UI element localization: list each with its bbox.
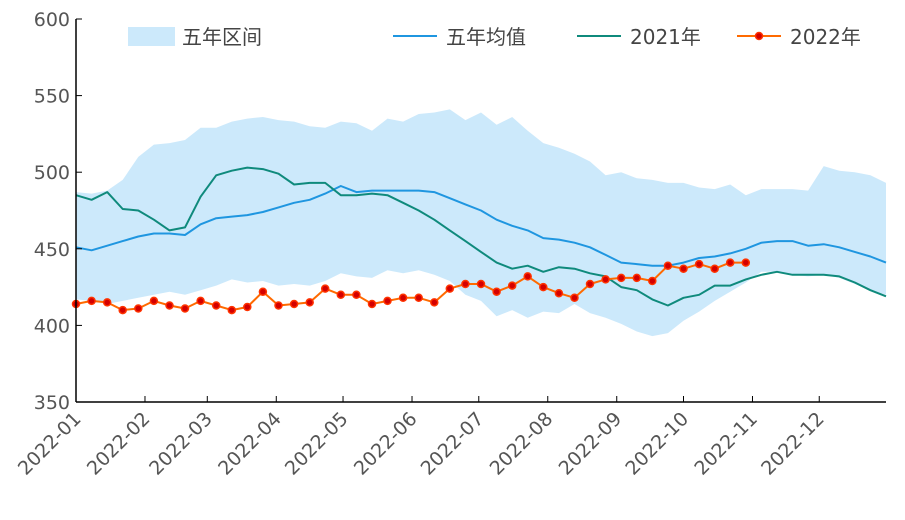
y-tick-label: 600 xyxy=(34,9,70,31)
series-2022-point xyxy=(430,298,439,307)
legend-avg-label: 五年均值 xyxy=(446,25,526,49)
series-2022-point xyxy=(679,264,688,273)
series-2022-point xyxy=(461,279,470,289)
series-2022-point xyxy=(367,299,377,309)
series-2022-point xyxy=(663,261,673,270)
series-2022-point xyxy=(320,284,330,293)
series-2022-point xyxy=(305,298,314,307)
series-2022-point xyxy=(616,273,626,283)
x-tick-label: 2022-12 xyxy=(757,408,829,480)
series-2022-point xyxy=(196,296,205,306)
x-tick-label: 2022-03 xyxy=(145,408,217,480)
five-year-range-band-layer xyxy=(76,109,886,337)
legend-2022-label: 2022年 xyxy=(790,25,861,49)
x-tick-label: 2022-08 xyxy=(486,408,558,480)
x-tick-label: 2022-09 xyxy=(555,408,627,480)
x-tick-label: 2022-11 xyxy=(690,408,762,480)
series-2022-point xyxy=(134,304,143,313)
legend-2021-label: 2021年 xyxy=(630,25,701,49)
series-2022-point xyxy=(710,264,719,273)
series-2022-point xyxy=(523,272,532,281)
series-2022-point xyxy=(414,293,423,303)
series-2022-markers-layer xyxy=(71,258,751,315)
series-2022-point xyxy=(492,287,501,296)
series-2022-point xyxy=(227,305,237,315)
series-2022-point xyxy=(243,302,252,312)
series-2022-point xyxy=(694,259,704,269)
y-tick-label: 450 xyxy=(34,239,70,261)
series-2022-point xyxy=(165,301,174,310)
series-2022-point xyxy=(539,282,548,292)
y-tick-label: 400 xyxy=(34,315,70,337)
series-2022-point xyxy=(725,258,735,267)
y-tick-label: 500 xyxy=(34,162,70,184)
series-2022-point xyxy=(149,296,159,306)
series-2022-point xyxy=(87,296,96,306)
series-2022-point xyxy=(554,288,564,298)
series-2022-point xyxy=(289,299,299,309)
x-tick-label: 2022-02 xyxy=(83,408,155,480)
series-2022-point xyxy=(398,293,408,303)
series-five-year-average-line xyxy=(75,185,887,267)
series-2022-point xyxy=(632,273,642,283)
legend: 五年区间 五年均值 2021年 2022年 xyxy=(128,25,861,49)
series-2022-point xyxy=(102,298,112,307)
series-2022-point xyxy=(258,287,268,296)
x-tick-label: 2022-10 xyxy=(621,408,693,480)
series-2021-line xyxy=(75,166,887,307)
series-2022-point xyxy=(118,305,127,315)
y-tick-label: 550 xyxy=(34,86,70,108)
legend-band-label: 五年区间 xyxy=(182,25,262,49)
five-year-range-band xyxy=(76,109,886,337)
series-2022-point xyxy=(570,293,579,303)
y-tick-label: 350 xyxy=(34,392,70,414)
series-2022-point xyxy=(211,301,221,310)
series-2022-point xyxy=(741,258,751,267)
series-2022-point xyxy=(476,279,486,289)
x-tick-label: 2022-07 xyxy=(417,408,489,480)
x-tick-label: 2022-04 xyxy=(214,408,286,480)
x-tick-label: 2022-01 xyxy=(14,408,86,480)
series-2022-point xyxy=(507,281,517,290)
series-2022-point xyxy=(274,301,283,310)
series-2022-point xyxy=(383,296,392,306)
x-tick-label: 2022-06 xyxy=(350,408,422,480)
series-2022-point xyxy=(585,279,595,289)
series-2022-point xyxy=(445,284,455,293)
legend-2022-marker xyxy=(754,31,764,41)
series-2022-point xyxy=(180,304,190,313)
series-2022-point xyxy=(352,290,361,300)
x-tick-label: 2022-05 xyxy=(281,408,353,480)
series-2022-point xyxy=(648,276,657,286)
series-2022-point xyxy=(601,275,610,284)
series-2022-point xyxy=(336,290,346,300)
legend-band-swatch xyxy=(128,27,175,46)
